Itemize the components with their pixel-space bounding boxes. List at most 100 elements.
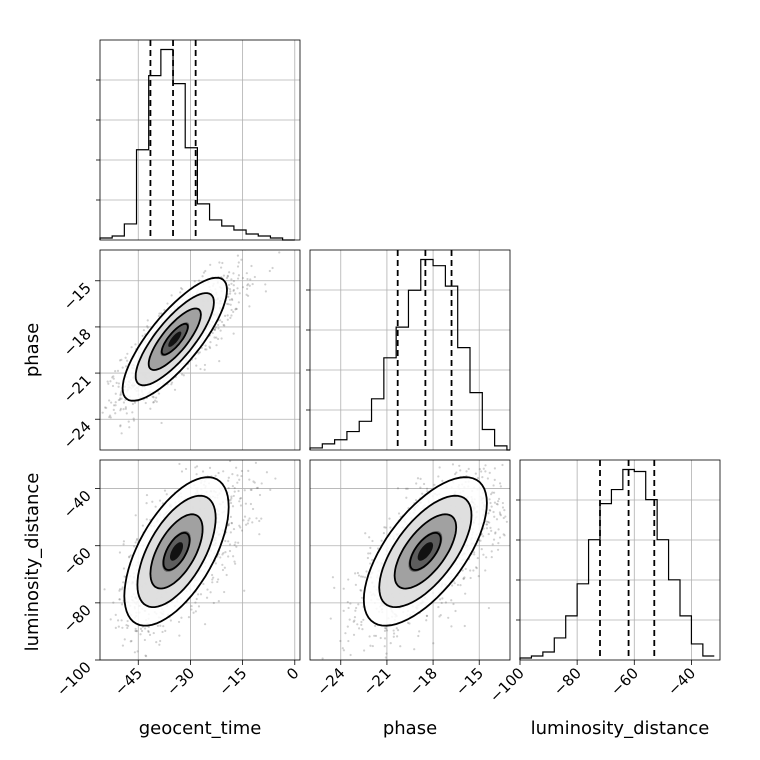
contour-line-2 — [393, 513, 458, 590]
scatter-point — [130, 346, 133, 349]
scatter-point — [127, 624, 130, 627]
scatter-point — [227, 540, 230, 543]
scatter-point — [180, 616, 183, 619]
scatter-point — [369, 552, 372, 555]
scatter-point — [496, 548, 500, 551]
scatter-point — [258, 519, 261, 523]
scatter-point — [228, 234, 230, 236]
scatter-point — [502, 516, 505, 520]
scatter-point — [227, 487, 230, 490]
scatter-point — [122, 581, 125, 584]
scatter-point — [419, 477, 422, 480]
scatter-point — [247, 469, 250, 472]
scatter-point — [116, 369, 120, 372]
scatter-point — [476, 476, 480, 480]
scatter-point — [238, 524, 241, 527]
scatter-point — [331, 576, 335, 579]
ytick-label-phase-1: −18 — [60, 325, 95, 360]
scatter-point — [450, 625, 453, 628]
scatter-point — [451, 584, 454, 587]
scatter-point — [212, 576, 215, 579]
xlabel-phase: phase — [383, 718, 437, 739]
scatter-point — [513, 505, 515, 507]
scatter-point — [503, 455, 505, 457]
xlabel-geocent-time: geocent_time — [139, 718, 262, 739]
scatter-point — [447, 616, 450, 619]
scatter-point — [143, 638, 146, 642]
scatter-point — [118, 598, 121, 601]
scatter-point — [230, 521, 233, 525]
scatter-point — [203, 623, 207, 626]
scatter-point — [254, 461, 258, 464]
xtick-label-geocent_time-0: −45 — [111, 664, 146, 699]
scatter-point — [117, 385, 120, 388]
scatter-point — [147, 630, 150, 634]
scatter-point — [112, 601, 115, 604]
scatter-point — [120, 603, 124, 606]
scatter-point — [369, 562, 372, 565]
scatter-point — [206, 588, 209, 591]
scatter-point — [494, 531, 497, 534]
scatter-point — [228, 543, 232, 546]
scatter-point — [215, 344, 218, 347]
scatter-point — [231, 505, 235, 508]
scatter-point — [131, 402, 135, 406]
scatter-point — [239, 526, 242, 529]
scatter-point — [238, 500, 241, 503]
scatter-point — [490, 550, 493, 553]
scatter-point — [347, 606, 350, 610]
hist-frame-phase — [309, 249, 511, 451]
scatter-point — [342, 649, 346, 652]
scatter-point — [499, 513, 502, 516]
scatter-point — [236, 277, 240, 280]
scatter-point — [354, 583, 357, 586]
scatter-point — [462, 577, 465, 580]
scatter-point — [184, 467, 188, 471]
scatter-point — [379, 636, 382, 640]
scatter-point — [121, 586, 124, 589]
hist-frame-luminosity_distance — [519, 459, 721, 661]
scatter-point — [237, 301, 240, 304]
scatter-point — [255, 486, 259, 490]
scatter-point — [374, 634, 378, 637]
scatter-point — [112, 408, 115, 412]
scatter-point — [118, 398, 121, 401]
scatter-point — [395, 627, 398, 630]
scatter-point — [441, 597, 444, 600]
scatter-point — [247, 519, 250, 522]
scatter-point — [516, 488, 518, 490]
scatter-point — [405, 487, 408, 490]
scatter-point — [220, 320, 224, 324]
scatter-point — [103, 588, 106, 591]
contour-line-3 — [160, 323, 189, 356]
scatter-point — [114, 412, 117, 415]
xtick-label-phase-2: −18 — [406, 664, 441, 699]
scatter-point — [383, 526, 386, 529]
contour-line-1 — [378, 494, 473, 609]
scatter-point — [347, 639, 350, 643]
scatter-point — [134, 629, 137, 633]
scatter-point — [135, 630, 138, 633]
scatter-point — [227, 283, 231, 287]
scatter-point — [382, 532, 386, 535]
scatter-point — [251, 507, 255, 511]
scatter-point — [498, 536, 502, 539]
scatter-point — [116, 619, 120, 622]
scatter-point — [104, 406, 107, 409]
scatter-point — [120, 397, 123, 400]
scatter-point — [228, 292, 232, 295]
scatter-point — [144, 654, 147, 657]
scatter-point — [208, 346, 212, 350]
contour-line-0 — [362, 476, 488, 627]
hist-panel-phase — [306, 249, 511, 451]
scatter-point — [360, 589, 363, 592]
scatter-point — [469, 569, 472, 572]
scatter-point — [155, 396, 158, 399]
scatter-point — [124, 406, 127, 409]
scatter-point — [247, 283, 250, 286]
scatter-point — [114, 626, 117, 630]
scatter-point — [356, 571, 360, 575]
scatter-point — [227, 522, 230, 525]
scatter-point — [489, 501, 492, 505]
scatter-point — [129, 554, 132, 557]
